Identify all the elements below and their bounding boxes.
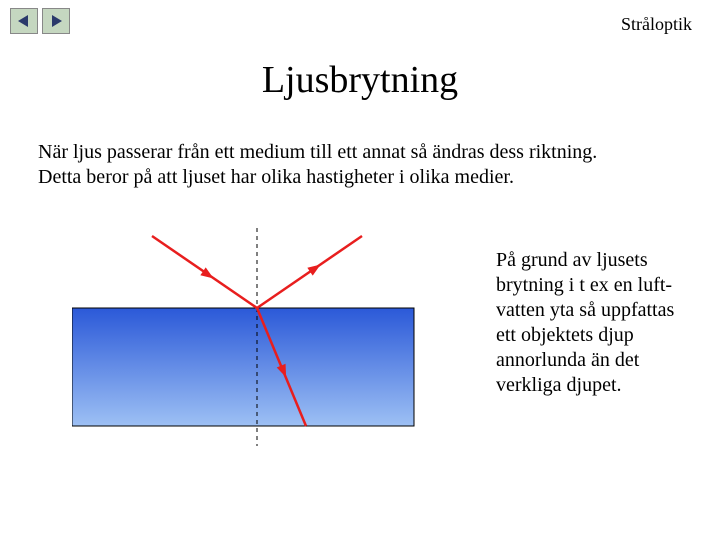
refraction-diagram — [72, 228, 432, 448]
back-arrow-icon — [16, 14, 32, 28]
side-text: På grund av ljusets brytning i t ex en l… — [496, 248, 696, 398]
header-topic: Stråloptik — [621, 14, 692, 35]
page-title: Ljusbrytning — [0, 58, 720, 102]
forward-arrow-icon — [48, 14, 64, 28]
nav-buttons — [10, 8, 70, 34]
back-button[interactable] — [10, 8, 38, 34]
body-text: När ljus passerar från ett medium till e… — [38, 140, 598, 190]
forward-button[interactable] — [42, 8, 70, 34]
